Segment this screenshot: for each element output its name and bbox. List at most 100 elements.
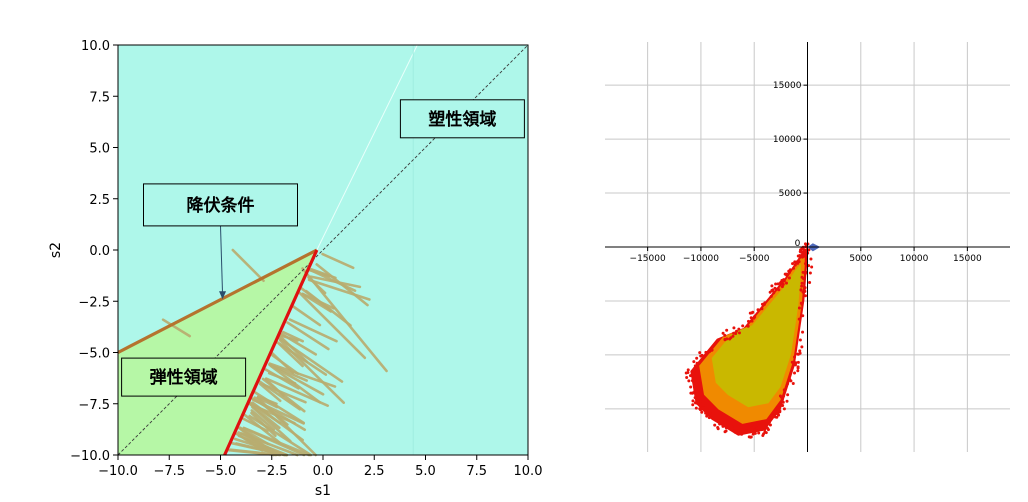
y-tick-label: 5000	[779, 189, 802, 199]
cloud-point	[782, 394, 786, 398]
annotation-label: 降伏条件	[187, 195, 255, 216]
x-tick-label: 15000	[953, 254, 982, 264]
cloud-point	[802, 254, 806, 258]
cloud-point	[685, 375, 689, 379]
cloud-point	[788, 377, 792, 381]
strain-path	[269, 352, 299, 375]
cloud-point	[793, 263, 797, 267]
cloud-point	[787, 271, 791, 275]
cloud-point	[803, 242, 807, 246]
y-tick-label: 2.5	[89, 193, 110, 208]
cloud-point	[803, 262, 807, 266]
cloud-point	[771, 289, 775, 293]
cloud-point	[725, 328, 729, 332]
cloud-point	[746, 319, 750, 323]
cloud-point	[793, 261, 797, 265]
cloud-point	[796, 352, 800, 356]
cloud-point	[751, 310, 755, 314]
cloud-point	[755, 426, 759, 430]
cloud-point	[743, 429, 747, 433]
annotation-label: 塑性領域	[428, 109, 496, 130]
cloud-point	[748, 311, 752, 315]
cloud-point	[778, 394, 782, 398]
x-ticks: −15000 −10000 −5000 0 5000 10000 15000	[630, 239, 982, 264]
cloud-point	[799, 250, 803, 254]
cloud-point	[780, 279, 784, 283]
strain-path	[321, 252, 355, 270]
x-tick-label: 10.0	[514, 464, 543, 479]
strain-path	[229, 448, 282, 457]
elastic-region-fill	[118, 250, 317, 455]
cloud-point	[796, 360, 800, 364]
cloud-point	[695, 356, 699, 360]
strain-path	[277, 334, 309, 364]
cloud-point	[693, 401, 697, 405]
cloud-point	[732, 331, 736, 335]
cloud-point	[764, 431, 768, 435]
strain-path	[235, 442, 287, 457]
cloud-point	[783, 389, 787, 393]
cloud-point	[686, 370, 690, 374]
cloud-point	[777, 413, 781, 417]
y-tick-label: 5.0	[89, 142, 110, 157]
cloud-point	[737, 331, 741, 335]
strain-path	[298, 291, 367, 360]
strain-path	[242, 417, 269, 433]
cloud-point	[788, 268, 792, 272]
cloud-point	[800, 345, 804, 349]
cloud-point	[691, 372, 695, 376]
cloud-point	[710, 348, 714, 352]
cloud-point	[721, 424, 725, 428]
cloud-point	[760, 428, 764, 432]
cloud-point	[781, 282, 785, 286]
y-tick-label: −10.0	[70, 449, 110, 464]
annotation-arrowhead	[219, 291, 227, 300]
strain-path	[291, 305, 322, 327]
strain-path	[264, 378, 285, 397]
cloud-point	[752, 316, 756, 320]
cloud-point	[741, 324, 745, 328]
cloud-point	[687, 379, 691, 383]
y-tick-label: 10.0	[81, 39, 110, 54]
cloud-point	[768, 423, 772, 427]
cloud-point	[797, 306, 801, 310]
cloud-point	[689, 385, 693, 389]
y-tick-label: 0.0	[89, 244, 110, 259]
cloud-point	[793, 363, 797, 367]
cloud-point	[710, 413, 714, 417]
x-tick-label: 5.0	[415, 464, 436, 479]
cloud-point	[791, 381, 795, 385]
x-tick-label: −5000	[739, 254, 770, 264]
strain-path	[281, 330, 304, 343]
cloud-point	[686, 368, 690, 372]
cloud-point	[699, 399, 703, 403]
x-tick-label: −10000	[683, 254, 719, 264]
cloud-point	[735, 329, 739, 333]
cloud-point	[791, 262, 795, 266]
cloud-point	[756, 308, 760, 312]
x-axis-label: s1	[315, 483, 331, 499]
cloud-point	[723, 333, 727, 337]
strain-path	[299, 286, 332, 312]
annotation-label: 弾性領域	[150, 367, 218, 388]
cloud-point	[784, 281, 788, 285]
cloud-point	[708, 411, 712, 415]
cloud-point	[724, 423, 728, 427]
yield-surface-lower	[223, 249, 319, 456]
cloud-point	[766, 428, 770, 432]
cloud-point	[760, 302, 764, 306]
cloud-point	[692, 360, 696, 364]
strain-path	[242, 426, 311, 457]
cloud-point	[796, 365, 800, 369]
cloud-point	[694, 385, 698, 389]
x-tick-label: 0	[795, 239, 801, 249]
cloud-point	[773, 415, 777, 419]
cloud-point	[693, 364, 697, 368]
cloud-point	[729, 336, 733, 340]
x-tick-label: −5.0	[205, 464, 237, 479]
annotation-box	[143, 183, 298, 227]
cloud-point	[801, 330, 805, 334]
cloud-point	[808, 281, 812, 285]
strain-path	[258, 382, 282, 403]
